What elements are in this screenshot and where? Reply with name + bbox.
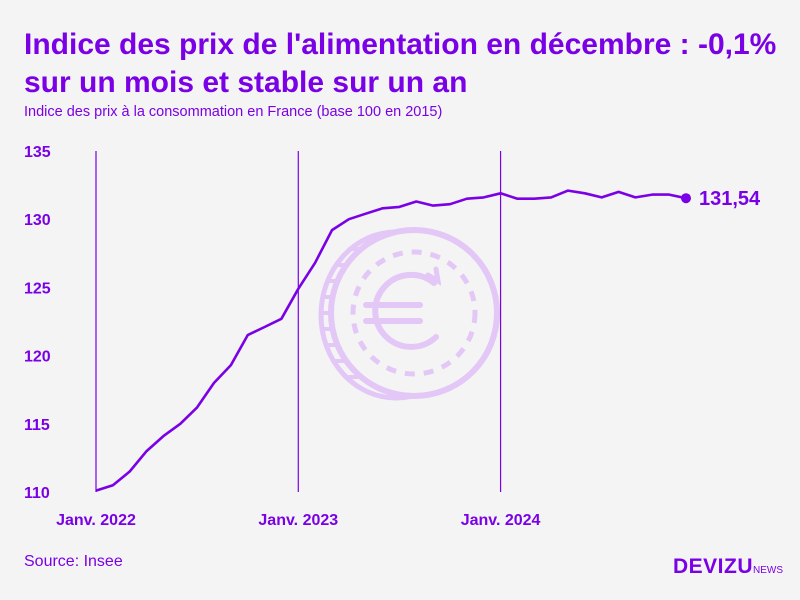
x-tick-label: Janv. 2022 [56,512,136,529]
y-tick-label: 110 [24,485,50,502]
year-gridlines [95,151,502,492]
end-point-marker [681,193,691,204]
brand-suffix: NEWS [753,565,784,576]
x-axis: Janv. 2022 Janv. 2023 Janv. 2024 [56,512,540,529]
series-polyline [95,189,687,492]
end-value-label: 131,54 [699,188,761,210]
coin-face [328,227,500,399]
y-tick-label: 120 [24,349,51,366]
brand-logo: DEVIZUNEWS [673,555,783,579]
y-tick-label: 130 [24,212,51,229]
coin-dashed-ring [350,249,478,377]
y-axis: 110 115 120 125 130 135 [24,144,51,502]
brand-name: DEVIZU [673,555,754,578]
euro-symbol-arc [372,271,439,350]
y-tick-label: 125 [24,280,51,297]
chart-subtitle: Indice des prix à la consommation en Fra… [24,104,443,120]
x-tick-label: Janv. 2023 [258,512,338,529]
series-line: 131,54 [95,188,761,492]
y-tick-label: 135 [24,144,51,161]
euro-coin-icon [318,227,500,401]
euro-symbol-arrow [425,266,442,286]
x-tick-label: Janv. 2024 [461,512,541,529]
source-note: Source: Insee [24,553,123,570]
y-tick-label: 115 [24,417,50,434]
chart-title: Indice des prix de l'alimentation en déc… [24,28,777,99]
